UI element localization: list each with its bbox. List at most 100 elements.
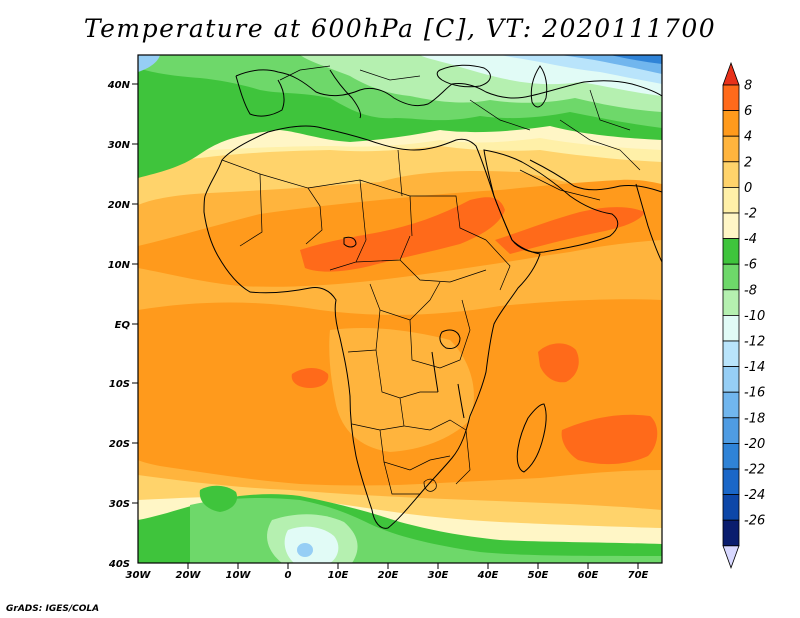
colorbar-label: -18 <box>744 411 765 426</box>
colorbar-label: -12 <box>744 335 765 350</box>
lat-label-20n: 20N <box>108 200 131 211</box>
colorbar-box <box>722 135 740 163</box>
field-atl-6 <box>291 368 329 388</box>
border-13 <box>399 397 467 431</box>
credit-text: GrADS: IGES/COLA <box>6 604 100 614</box>
field-nw-patch <box>138 55 160 72</box>
colorbar-box <box>722 263 740 291</box>
border-16 <box>383 461 420 495</box>
lake-tanganyika <box>431 351 439 393</box>
lat-label-10s: 10S <box>109 379 130 390</box>
colorbar-box <box>722 84 740 112</box>
lon-label-50e: 50E <box>528 570 549 581</box>
border-22 <box>279 65 331 81</box>
field-congo-2 <box>329 328 474 452</box>
colorbar-box <box>722 238 740 265</box>
lake-malawi <box>457 383 465 419</box>
lat-label-30s: 30S <box>109 499 130 510</box>
border-20 <box>559 119 641 171</box>
border-3 <box>307 179 413 237</box>
lon-label-20w: 20W <box>176 570 202 581</box>
colorbar-box <box>722 212 740 240</box>
india-coastline <box>635 183 662 263</box>
colorbar-box <box>722 417 740 444</box>
arabia-coastline <box>483 149 619 253</box>
border-2 <box>239 173 263 247</box>
border-8 <box>399 259 487 283</box>
lat-label-20s: 20S <box>109 439 130 450</box>
europe-coastline <box>235 69 662 107</box>
field-sahel-6a <box>300 197 505 272</box>
colorbar-arrow-top <box>722 61 740 86</box>
border-11 <box>409 299 471 369</box>
map-title: Temperature at 600hPa [C], VT: 202011170… <box>83 14 717 43</box>
colorbar-label: -10 <box>744 309 765 324</box>
colorbar-box <box>722 442 740 470</box>
lat-axis: 40N 30N 20N 10N EQ 10S 20S 30S 40S <box>107 80 138 570</box>
madagascar-coastline <box>516 403 547 473</box>
lake-chad <box>343 236 357 248</box>
iberia-coastline <box>235 75 285 117</box>
black-sea-coastline <box>436 64 491 88</box>
colorbar-box <box>722 110 740 137</box>
colorbar-label: -24 <box>744 488 765 503</box>
border-21 <box>469 99 531 131</box>
colorbar-box <box>722 366 740 393</box>
field-arabia-6 <box>495 207 645 254</box>
colorbar-label: 8 <box>744 79 752 94</box>
colorbar-label: 6 <box>744 104 752 119</box>
lon-label-70e: 70E <box>628 570 649 581</box>
lon-label-30e: 30E <box>428 570 449 581</box>
colorbar-box <box>722 161 740 188</box>
lon-label-10e: 10E <box>328 570 349 581</box>
border-24 <box>589 89 631 131</box>
colorbar-label: -2 <box>744 207 757 222</box>
lat-label-40s: 40S <box>108 559 130 570</box>
colorbar-box <box>722 186 740 214</box>
field-io-6b <box>561 414 658 465</box>
colorbar-box <box>722 314 740 342</box>
colorbar-label: -26 <box>744 514 765 529</box>
colorbar-label: -8 <box>744 283 757 298</box>
colorbar-label: -4 <box>744 232 757 247</box>
colorbar-box <box>722 289 740 316</box>
africa-coastline <box>203 125 541 529</box>
field-north-m22 <box>610 55 662 64</box>
border-4 <box>329 179 367 271</box>
border-15 <box>379 429 451 471</box>
lon-label-20e: 20E <box>378 570 399 581</box>
colorbar-box <box>722 340 740 368</box>
field-south-patch <box>199 485 238 512</box>
border-6 <box>397 149 403 197</box>
italy-coastline <box>329 69 361 119</box>
lat-label-30n: 30N <box>108 140 131 151</box>
border-17 <box>455 429 471 485</box>
colorbar-box <box>722 494 740 521</box>
lon-axis: 30W 20W 10W 0 10E 20E 30E 40E 50E 60E 70… <box>126 563 649 581</box>
colorbar-label: -14 <box>744 360 765 375</box>
colorbar-box <box>722 391 740 419</box>
field-io-6a <box>538 343 579 383</box>
border-5 <box>410 195 487 241</box>
colorbar: 8 6 4 2 0 -2 -4 -6 -8 -10 -12 -14 -16 -18 -20 -22 -24 -26 <box>722 61 765 569</box>
field-south-m12 <box>284 526 339 563</box>
field-south-m16 <box>297 543 313 557</box>
lon-label-0: 0 <box>285 570 292 581</box>
lat-label-eq: EQ <box>115 320 131 331</box>
iran-coastline <box>529 159 662 193</box>
colorbar-labels: 8 6 4 2 0 -2 -4 -6 -8 -10 -12 -14 -16 -18 -20 -22 -24 -26 <box>744 79 765 529</box>
lat-label-40n: 40N <box>107 80 131 91</box>
lon-label-30w: 30W <box>126 570 152 581</box>
colorbar-label: -22 <box>744 463 765 478</box>
lon-label-40e: 40E <box>477 570 499 581</box>
colorbar-box <box>722 468 740 496</box>
colorbar-arrow-bottom <box>722 545 740 569</box>
country-borders <box>221 65 641 495</box>
caspian-coastline <box>530 65 548 108</box>
colorbar-label: 4 <box>744 130 752 145</box>
colorbar-box <box>722 519 740 547</box>
coastlines <box>203 64 662 529</box>
colorbar-label: 2 <box>744 155 752 170</box>
border-1 <box>221 159 323 245</box>
